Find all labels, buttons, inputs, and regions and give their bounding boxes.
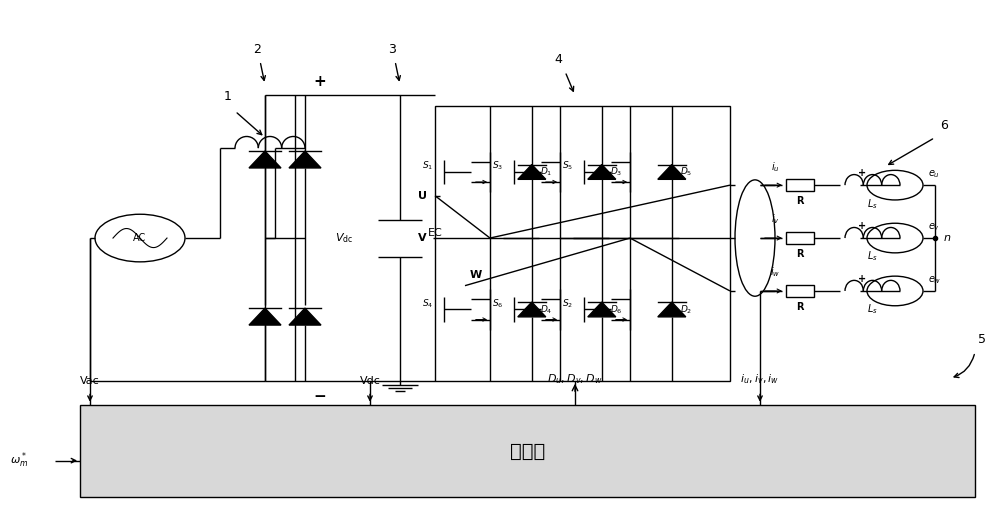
Text: $L_s$: $L_s$ xyxy=(867,197,877,211)
Text: V: V xyxy=(418,233,427,243)
Text: Vac: Vac xyxy=(80,376,100,386)
Text: Vdc: Vdc xyxy=(360,376,380,386)
Text: $S_6$: $S_6$ xyxy=(492,297,503,309)
Text: $L_s$: $L_s$ xyxy=(867,303,877,316)
Text: +: + xyxy=(858,221,866,231)
Text: $\omega_m^*$: $\omega_m^*$ xyxy=(10,451,28,470)
Text: $i_u, i_v, i_w$: $i_u, i_v, i_w$ xyxy=(740,372,780,386)
Text: 2: 2 xyxy=(253,42,261,56)
Text: $S_5$: $S_5$ xyxy=(562,160,573,172)
Text: +: + xyxy=(858,273,866,284)
Text: 控制部: 控制部 xyxy=(510,442,545,460)
Text: $D_1$: $D_1$ xyxy=(540,166,552,178)
Text: $D_4$: $D_4$ xyxy=(540,303,552,316)
Text: $D_5$: $D_5$ xyxy=(680,166,692,178)
Polygon shape xyxy=(249,308,281,325)
Polygon shape xyxy=(289,151,321,168)
Text: $D_u, D_v, D_w$: $D_u, D_v, D_w$ xyxy=(547,372,603,386)
Text: $i_{w}$: $i_{w}$ xyxy=(770,266,780,279)
Polygon shape xyxy=(518,302,546,317)
Text: 6: 6 xyxy=(940,119,948,132)
Text: $e_{v}$: $e_{v}$ xyxy=(928,221,940,233)
Text: $e_{w}$: $e_{w}$ xyxy=(928,274,942,286)
Text: +: + xyxy=(314,75,326,89)
Text: $S_2$: $S_2$ xyxy=(562,297,573,309)
Polygon shape xyxy=(658,302,686,317)
Text: AC: AC xyxy=(133,233,147,243)
Text: EC: EC xyxy=(428,228,443,238)
Text: $L_s$: $L_s$ xyxy=(867,250,877,263)
Text: 3: 3 xyxy=(388,42,396,56)
Text: 4: 4 xyxy=(554,53,562,66)
Text: 5: 5 xyxy=(978,333,986,346)
Polygon shape xyxy=(658,165,686,179)
Text: +: + xyxy=(858,168,866,178)
Polygon shape xyxy=(588,302,616,317)
Text: $D_3$: $D_3$ xyxy=(610,166,622,178)
Text: $D_6$: $D_6$ xyxy=(610,303,622,316)
Bar xyxy=(786,179,814,191)
Text: 1: 1 xyxy=(224,90,232,103)
Text: −: − xyxy=(314,389,326,404)
Text: $e_{u}$: $e_{u}$ xyxy=(928,168,940,180)
Text: R: R xyxy=(796,249,804,259)
Polygon shape xyxy=(289,308,321,325)
Text: R: R xyxy=(796,302,804,312)
Text: $n$: $n$ xyxy=(943,233,951,243)
Bar xyxy=(435,106,730,381)
Polygon shape xyxy=(518,165,546,179)
Polygon shape xyxy=(588,165,616,179)
Text: $i_{u}$: $i_{u}$ xyxy=(771,160,779,174)
Text: $D_2$: $D_2$ xyxy=(680,303,692,316)
Text: $V_{\mathrm{dc}}$: $V_{\mathrm{dc}}$ xyxy=(335,231,353,245)
Text: U: U xyxy=(418,191,427,200)
Text: $S_1$: $S_1$ xyxy=(422,160,433,172)
Text: W: W xyxy=(470,270,482,280)
Text: $S_3$: $S_3$ xyxy=(492,160,503,172)
Polygon shape xyxy=(249,151,281,168)
Text: $i_{v}$: $i_{v}$ xyxy=(771,213,779,226)
Bar xyxy=(80,405,975,497)
Bar xyxy=(786,285,814,297)
Text: R: R xyxy=(796,196,804,206)
Text: $S_4$: $S_4$ xyxy=(422,297,433,309)
Bar xyxy=(786,232,814,244)
